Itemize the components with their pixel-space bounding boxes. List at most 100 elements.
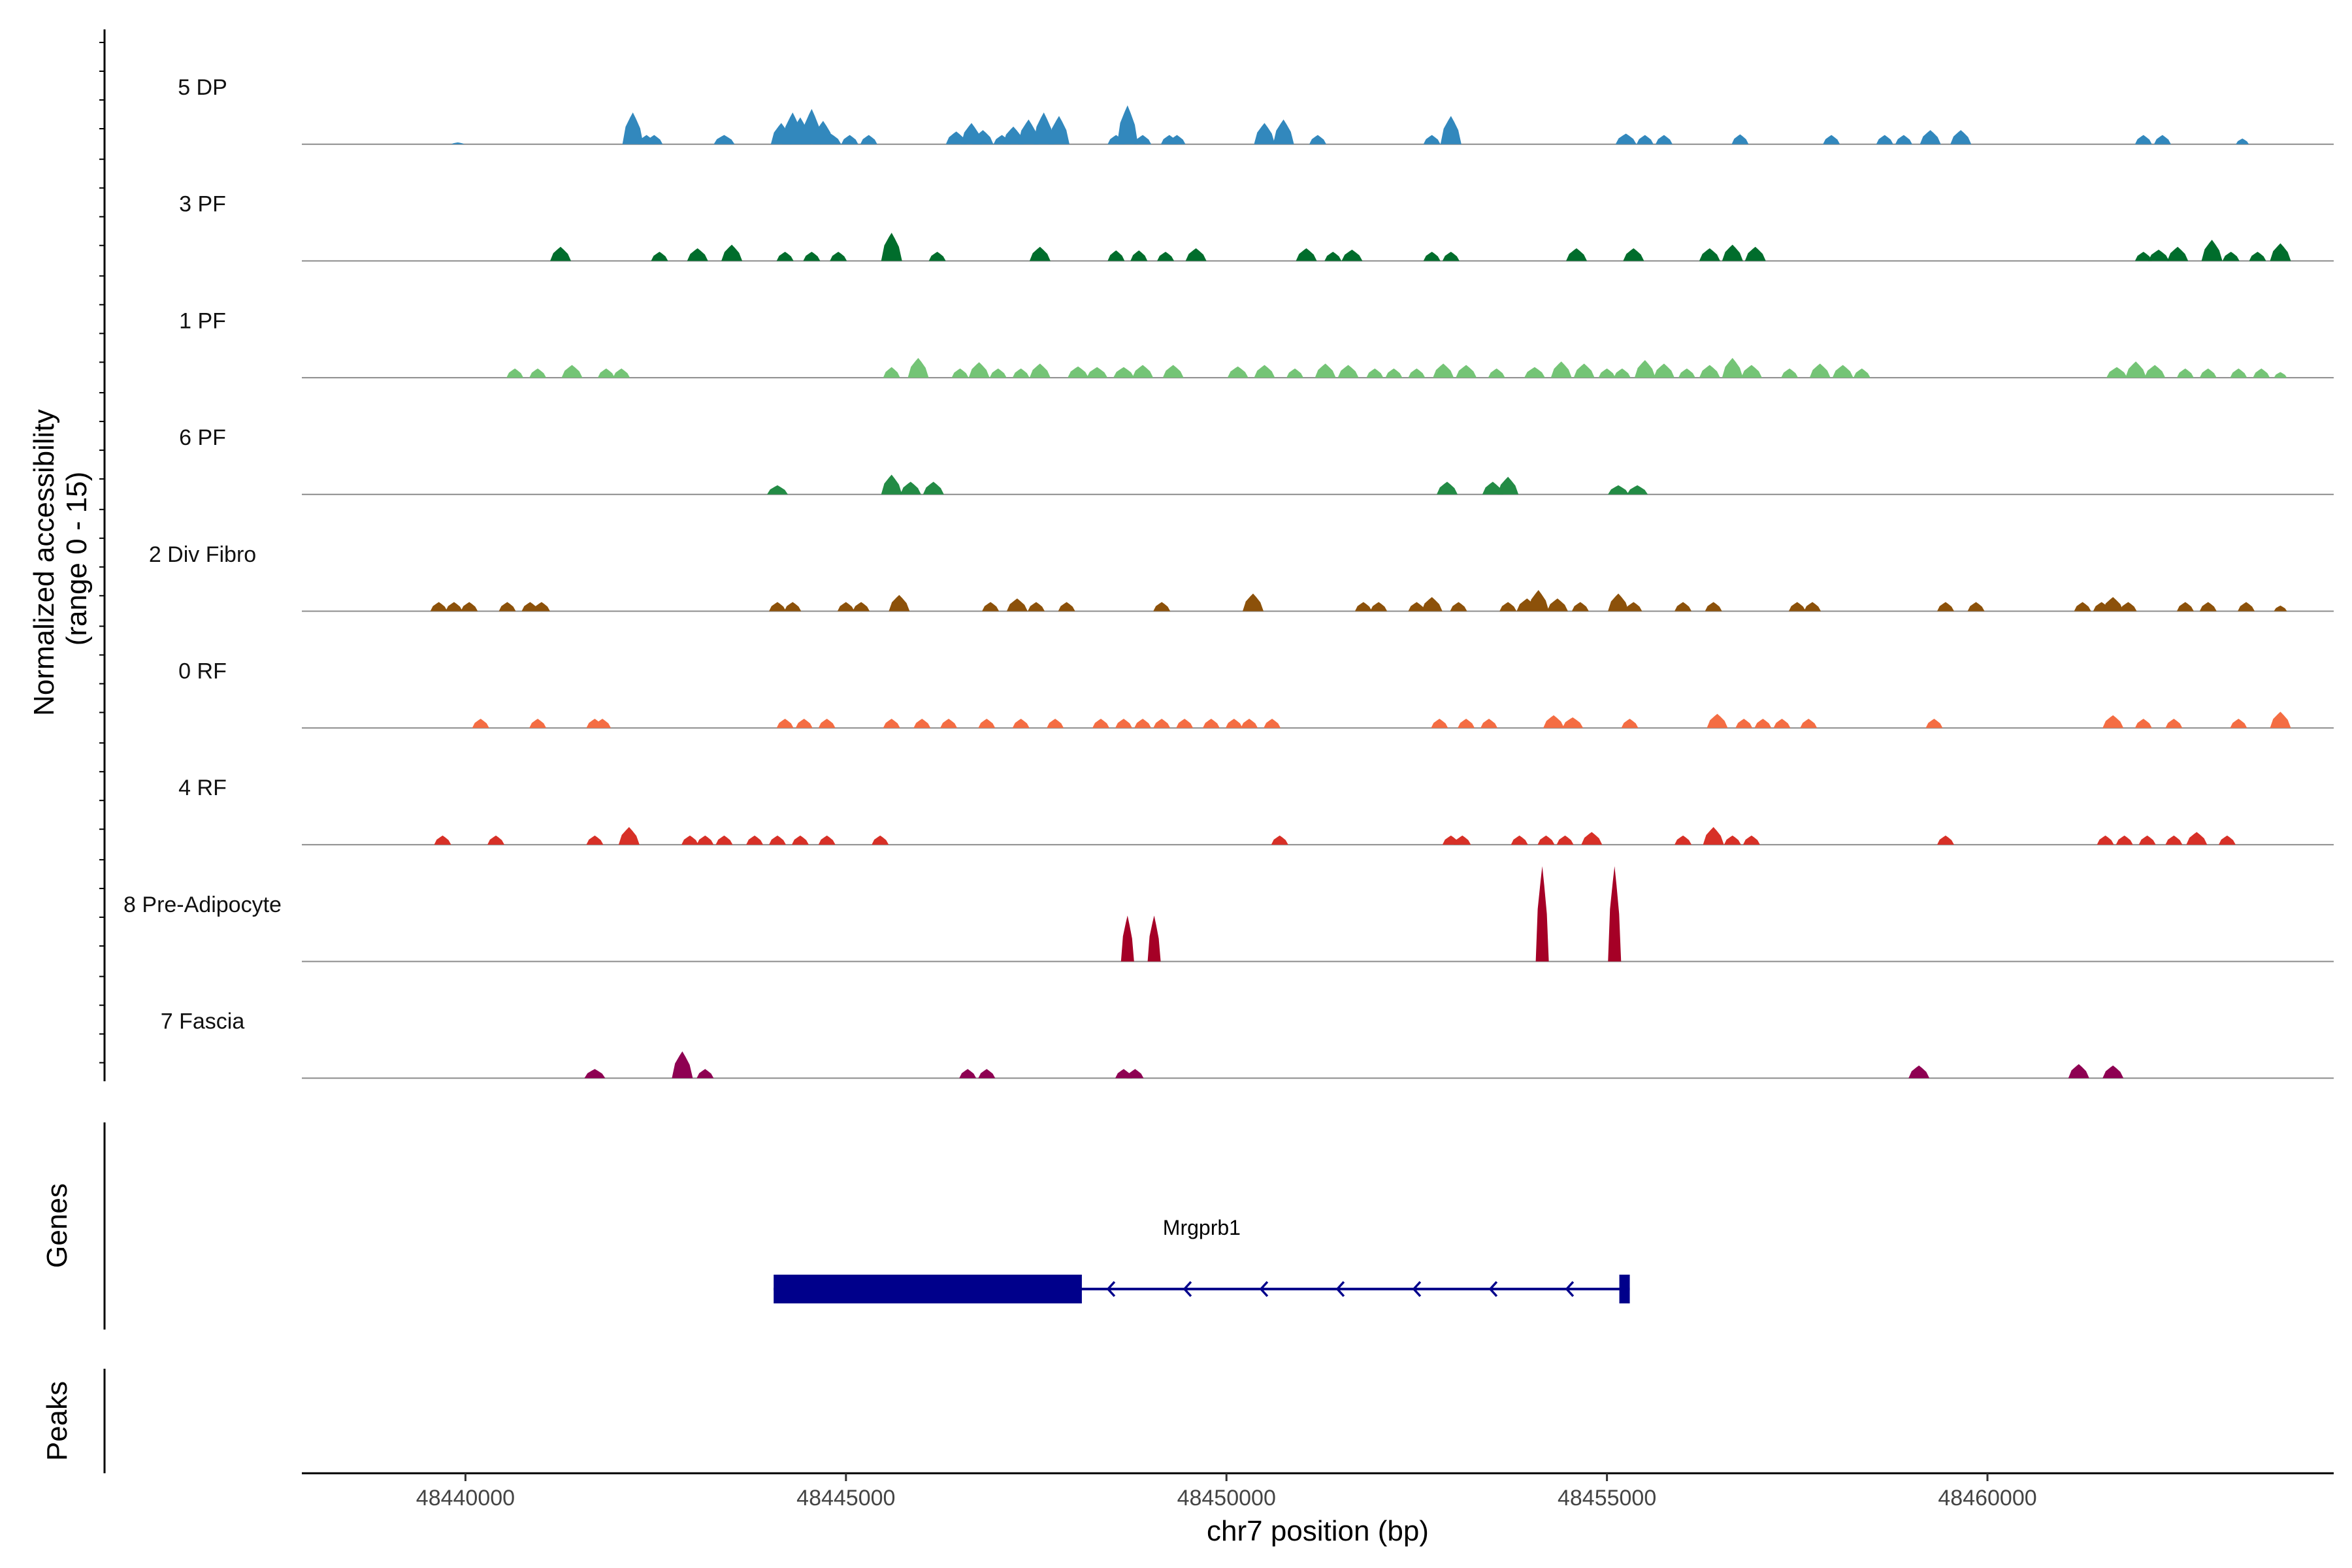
coverage-peak	[2218, 835, 2236, 845]
coverage-peak	[597, 368, 615, 378]
coverage-peak	[498, 602, 516, 612]
coverage-peak	[451, 142, 465, 144]
coverage-peak	[2134, 135, 2152, 144]
coverage-peak	[461, 602, 478, 612]
x-tick-label: 48440000	[416, 1486, 515, 1511]
coverage-peak	[2102, 1065, 2124, 1079]
coverage-peak	[1147, 915, 1161, 962]
coverage-peak	[1366, 368, 1384, 378]
coverage-peak	[1130, 250, 1148, 261]
coverage-peak	[872, 835, 889, 845]
coverage-peak	[1120, 915, 1134, 962]
coverage-peak	[928, 252, 946, 261]
coverage-peak	[1408, 368, 1426, 378]
coverage-peak	[1433, 363, 1454, 378]
coverage-peak	[1168, 135, 1186, 144]
coverage-peak	[2074, 602, 2091, 612]
coverage-peak	[2274, 372, 2287, 378]
coverage-peak	[1581, 832, 1603, 845]
coverage-peak	[1058, 602, 1075, 612]
coverage-peak	[651, 252, 668, 261]
coverage-peak	[1271, 835, 1288, 845]
coverage-peak	[1809, 363, 1831, 378]
coverage-peak	[672, 1051, 693, 1079]
coverage-peak	[776, 719, 794, 728]
coverage-peak	[1354, 602, 1372, 612]
track-1-pf: 1 PF	[179, 308, 2334, 379]
coverage-peak	[618, 826, 640, 845]
coverage-y-axis-title: Normalized accessibility (range 0 - 15)	[28, 401, 93, 716]
gene-mrgprb1: Mrgprb1	[774, 1216, 1630, 1303]
coverage-peak	[2153, 135, 2171, 144]
coverage-peak	[1012, 368, 1030, 378]
track-label: 2 Div Fibro	[149, 542, 256, 567]
coverage-peak	[1608, 485, 1629, 495]
coverage-peak	[923, 482, 944, 495]
coverage-peak	[837, 602, 855, 612]
coverage-peak	[818, 719, 836, 728]
coverage-peak	[1598, 368, 1616, 378]
coverage-peak	[1511, 835, 1528, 845]
coverage-peak	[721, 244, 743, 261]
coverage-peak	[1176, 719, 1194, 728]
coverage-peak	[1876, 135, 1893, 144]
strand-arrow	[1335, 1281, 1345, 1298]
coverage-peak	[2230, 719, 2247, 728]
coverage-peak	[841, 135, 858, 144]
x-tick-label: 48445000	[796, 1486, 895, 1511]
coverage-peak	[968, 362, 990, 378]
coverage-peak	[1324, 252, 1342, 261]
coverage-peak	[1742, 835, 1760, 845]
coverage-peak	[1623, 248, 1644, 261]
coverage-peak	[1613, 368, 1631, 378]
coverage-peak	[945, 131, 967, 144]
track-label: 3 PF	[179, 192, 226, 217]
strand-arrow	[1488, 1281, 1498, 1298]
coverage-peak	[768, 602, 786, 612]
coverage-peak	[1925, 719, 1943, 728]
coverage-peak	[1264, 719, 1281, 728]
gene-annotations: Mrgprb1	[774, 1216, 1630, 1303]
coverage-peak	[1028, 602, 1045, 612]
coverage-peak	[1132, 365, 1154, 378]
track-8-pre-adipocyte: 8 Pre-Adipocyte	[123, 866, 2334, 962]
coverage-peak	[1286, 368, 1304, 378]
coverage-peak	[1678, 368, 1695, 378]
track-label: 6 PF	[179, 425, 226, 450]
coverage-peak	[1919, 130, 1941, 144]
coverage-peak	[1571, 602, 1589, 612]
coverage-peak	[1370, 602, 1388, 612]
coverage-peak	[907, 357, 929, 378]
track-label: 7 Fascia	[161, 1009, 245, 1034]
coverage-peak	[445, 602, 463, 612]
coverage-peak	[1707, 713, 1728, 728]
coverage-peak	[1735, 719, 1753, 728]
x-tick-label: 48450000	[1177, 1486, 1276, 1511]
strand-arrow	[1183, 1281, 1192, 1298]
coverage-peak	[2236, 139, 2249, 144]
coverage-peak	[1047, 719, 1064, 728]
coverage-peak	[2238, 602, 2255, 612]
coverage-peak	[1437, 482, 1458, 495]
coverage-peak	[2270, 243, 2291, 261]
coverage-peak	[1115, 719, 1132, 728]
coverage-peak	[1722, 244, 1743, 261]
coverage-peak	[1488, 368, 1505, 378]
coverage-peak	[532, 602, 550, 612]
coverage-peak	[2102, 715, 2124, 728]
coverage-peak	[766, 485, 788, 495]
coverage-peak	[1018, 119, 1039, 144]
coverage-peak	[1722, 357, 1743, 378]
coverage-peak	[586, 835, 604, 845]
coverage-peak	[2176, 602, 2194, 612]
coverage-peak	[978, 1069, 996, 1079]
coverage-peak	[1573, 363, 1595, 378]
coverage-peak	[1608, 593, 1629, 612]
coverage-peak	[860, 135, 877, 144]
coverage-peak	[1936, 602, 1954, 612]
coverage-peak	[2199, 368, 2217, 378]
coverage-peak	[768, 835, 786, 845]
track-2-div-fibro: 2 Div Fibro	[149, 542, 2334, 612]
coverage-peak	[1936, 835, 1954, 845]
